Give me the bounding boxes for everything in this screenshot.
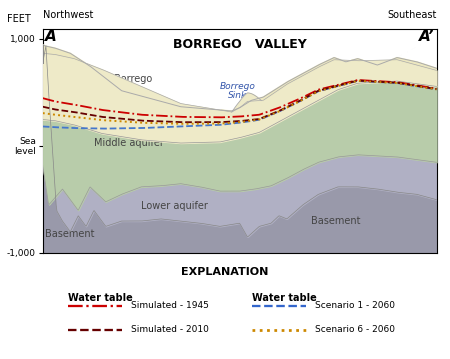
Text: Borrego: Borrego [113,74,152,84]
Text: Borrego
Sink: Borrego Sink [220,81,256,100]
Text: FEET: FEET [7,14,31,24]
Text: Simulated - 2010: Simulated - 2010 [130,325,208,335]
Text: Scenario 6 - 2060: Scenario 6 - 2060 [315,325,395,335]
Text: Basement: Basement [45,229,94,239]
Text: Scenario 1 - 2060: Scenario 1 - 2060 [315,301,395,310]
Text: EXPLANATION: EXPLANATION [181,267,269,277]
Text: Basement: Basement [310,216,360,226]
Text: Lower aquifer: Lower aquifer [141,201,208,211]
Text: A: A [45,29,57,44]
Text: Water table: Water table [252,293,317,303]
Text: Water table: Water table [68,293,132,303]
Text: A’: A’ [418,29,434,44]
Text: Upper aquifer: Upper aquifer [63,105,130,115]
Text: Southeast: Southeast [387,10,436,20]
Text: BORREGO   VALLEY: BORREGO VALLEY [173,38,306,51]
Text: Middle aquifer: Middle aquifer [94,138,164,148]
Text: Simulated - 1945: Simulated - 1945 [130,301,208,310]
Text: Northwest: Northwest [43,10,93,20]
